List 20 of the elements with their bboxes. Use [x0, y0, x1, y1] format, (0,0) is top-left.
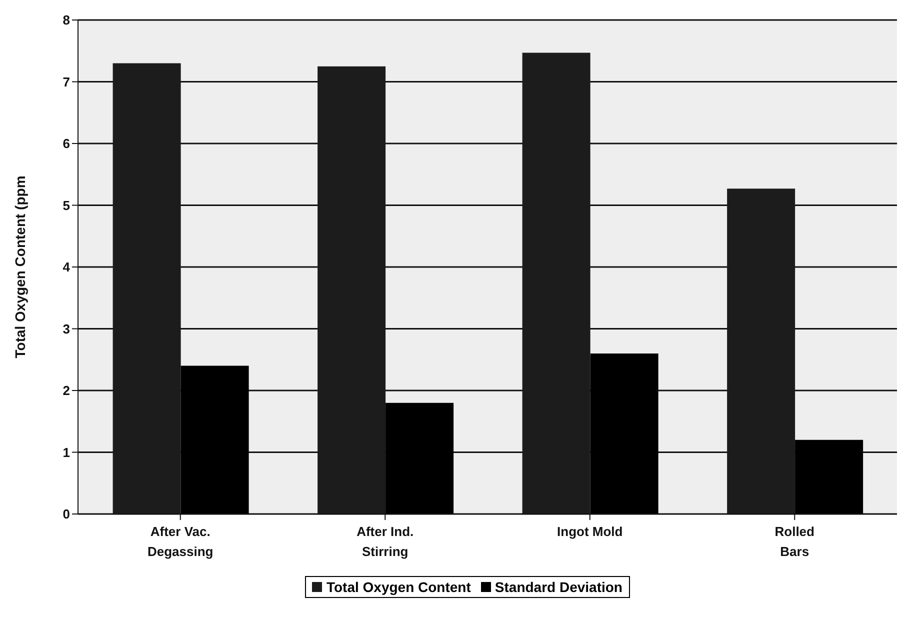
bar: [386, 402, 454, 514]
y-tick-label: 5: [62, 198, 70, 213]
x-tick-label: Rolled Bars: [774, 524, 815, 559]
y-axis-title: Total Oxygen Content (ppm: [12, 176, 28, 358]
x-tick-label: After Vac. Degassing: [148, 524, 214, 559]
y-tick-label: 4: [62, 260, 71, 275]
y-tick-label: 0: [62, 506, 70, 522]
y-tick-label: 1: [62, 444, 70, 460]
y-tick-label: 7: [62, 74, 70, 90]
x-tick-label: After Ind. Stirring: [356, 524, 414, 559]
bar: [590, 353, 658, 514]
y-tick-label: 3: [62, 321, 70, 336]
y-tick-label: 8: [62, 12, 70, 28]
x-tick-label: Ingot Mold: [557, 524, 623, 539]
legend-label: Total Oxygen Content: [325, 579, 471, 595]
legend-label: Standard Deviation: [494, 579, 622, 595]
bar: [795, 440, 864, 514]
y-tick-label: 6: [62, 136, 70, 152]
bar: [180, 366, 249, 514]
y-tick-label: 2: [62, 383, 70, 398]
